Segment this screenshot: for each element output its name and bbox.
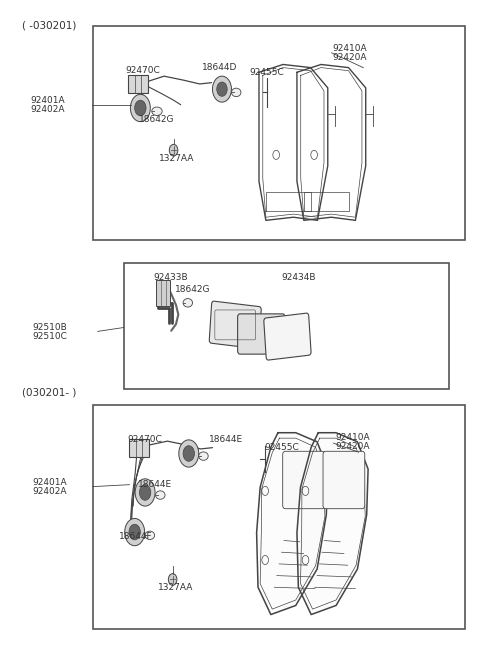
Circle shape bbox=[217, 82, 227, 96]
Ellipse shape bbox=[145, 531, 155, 540]
Text: 92420A: 92420A bbox=[333, 53, 367, 62]
Bar bbox=[93, 26, 466, 240]
Bar bbox=[156, 280, 170, 306]
Text: 92434B: 92434B bbox=[282, 273, 316, 282]
Polygon shape bbox=[297, 433, 368, 614]
Circle shape bbox=[183, 445, 194, 461]
Circle shape bbox=[135, 479, 155, 506]
Circle shape bbox=[129, 524, 140, 540]
Text: 18644E: 18644E bbox=[138, 480, 172, 489]
Circle shape bbox=[179, 440, 199, 467]
FancyBboxPatch shape bbox=[264, 313, 311, 360]
FancyBboxPatch shape bbox=[209, 301, 261, 348]
Circle shape bbox=[168, 574, 177, 586]
Text: 18642G: 18642G bbox=[175, 286, 211, 294]
Text: 92401A: 92401A bbox=[32, 477, 67, 487]
Ellipse shape bbox=[231, 88, 241, 97]
Text: 92455C: 92455C bbox=[250, 68, 284, 77]
Bar bbox=[129, 439, 149, 457]
Text: 92455C: 92455C bbox=[264, 443, 300, 452]
Bar bbox=[128, 75, 148, 93]
Circle shape bbox=[169, 144, 178, 156]
Text: 92510C: 92510C bbox=[32, 332, 67, 341]
Text: 92402A: 92402A bbox=[30, 105, 65, 115]
Text: 1327AA: 1327AA bbox=[158, 583, 194, 591]
FancyBboxPatch shape bbox=[323, 451, 365, 509]
Text: 92433B: 92433B bbox=[154, 273, 188, 282]
Circle shape bbox=[139, 485, 151, 500]
Text: 18644D: 18644D bbox=[202, 64, 238, 72]
Ellipse shape bbox=[199, 452, 208, 460]
FancyBboxPatch shape bbox=[238, 314, 285, 354]
Text: 18644E: 18644E bbox=[209, 435, 243, 443]
Circle shape bbox=[213, 76, 231, 102]
Ellipse shape bbox=[156, 491, 165, 499]
Text: 92410A: 92410A bbox=[333, 44, 367, 53]
Ellipse shape bbox=[152, 107, 162, 115]
Bar bbox=[93, 405, 466, 629]
Text: 18642G: 18642G bbox=[139, 115, 175, 124]
Bar bbox=[124, 263, 449, 389]
Text: (030201- ): (030201- ) bbox=[22, 388, 76, 398]
Ellipse shape bbox=[183, 299, 192, 307]
Text: 92402A: 92402A bbox=[32, 487, 67, 496]
Text: 92420A: 92420A bbox=[335, 443, 370, 451]
Text: 18644F: 18644F bbox=[119, 532, 153, 541]
Text: 92470C: 92470C bbox=[127, 435, 162, 443]
Text: 92510B: 92510B bbox=[32, 323, 67, 332]
Text: ( -030201): ( -030201) bbox=[22, 20, 76, 31]
Polygon shape bbox=[257, 433, 328, 614]
Text: 92401A: 92401A bbox=[30, 96, 65, 105]
Circle shape bbox=[131, 94, 150, 122]
Text: 92410A: 92410A bbox=[335, 434, 370, 442]
FancyBboxPatch shape bbox=[283, 451, 324, 509]
Circle shape bbox=[135, 100, 146, 116]
Text: 92470C: 92470C bbox=[125, 66, 160, 75]
Circle shape bbox=[125, 519, 144, 546]
Text: 1327AA: 1327AA bbox=[159, 154, 195, 163]
